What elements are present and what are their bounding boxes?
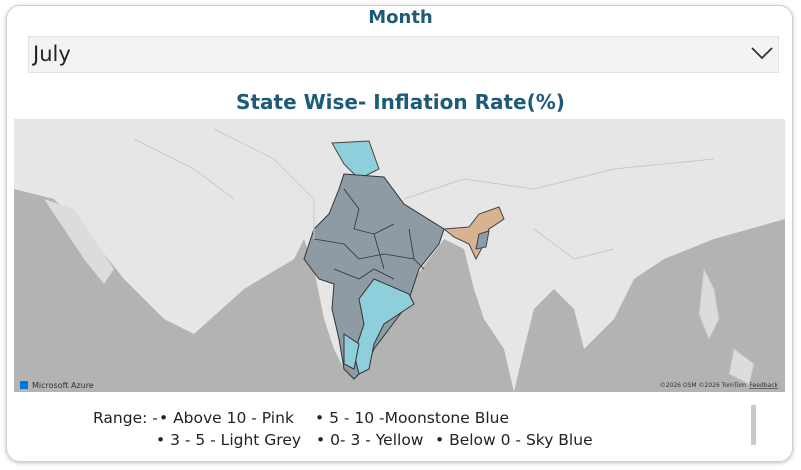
map-feedback[interactable]: Feedback (749, 382, 778, 389)
chevron (751, 47, 773, 60)
arabia (44, 199, 114, 284)
india (303, 173, 445, 380)
legend-item: • 3 - 5 - Light Grey (156, 431, 302, 449)
state (353, 278, 415, 375)
sea (14, 189, 514, 392)
legend-item: • 5 - 10 -Moonstone Blue (315, 409, 510, 427)
legend-prefix: Range: - (93, 409, 158, 427)
legend-item: • Below 0 - Sky Blue (435, 431, 593, 449)
visual-title: State Wise- Inflation Rate(%) (236, 90, 565, 114)
month-dropdown[interactable]: July (28, 36, 779, 73)
legend-item: • 0- 3 - Yellow (316, 431, 424, 449)
state (343, 333, 360, 370)
selected-month: July (33, 42, 71, 66)
map-brand: Microsoft Azure (32, 381, 94, 390)
northeast (442, 206, 505, 261)
sea (514, 219, 785, 392)
islands (698, 267, 755, 385)
state-borders (313, 188, 425, 280)
state (331, 140, 380, 180)
legend-item: • Above 10 - Pink (159, 409, 294, 427)
country-borders (133, 128, 715, 260)
map[interactable]: Microsoft Azure ©2026 OSM ©2026 TomTom F… (14, 119, 785, 392)
azure-logo (20, 381, 28, 389)
slicer-label: Month (368, 7, 433, 28)
scrollbar[interactable] (751, 405, 756, 445)
map-copyright: ©2026 OSM ©2026 TomTom (660, 382, 746, 389)
state (475, 230, 490, 250)
